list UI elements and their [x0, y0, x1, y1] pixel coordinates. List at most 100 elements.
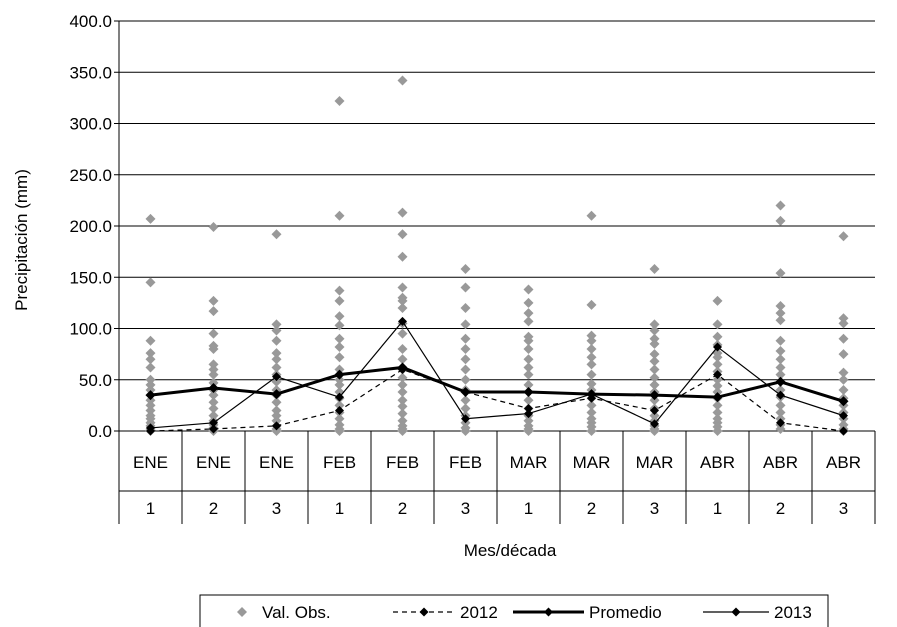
observed-point — [712, 380, 723, 391]
observed-point — [334, 320, 345, 331]
series-point-2013 — [146, 423, 155, 433]
observed-point — [334, 426, 345, 436]
x-tick-label-month: FEB — [386, 453, 419, 472]
observed-point — [271, 405, 282, 416]
observed-point — [208, 403, 219, 414]
x-tick-label-decade: 1 — [146, 499, 155, 518]
series-point-2012 — [209, 424, 218, 434]
observed-point — [838, 367, 849, 378]
observed-point — [208, 364, 219, 375]
observed-point — [460, 354, 471, 365]
series-point-2012 — [713, 370, 722, 380]
observed-point — [775, 423, 786, 434]
observed-point — [649, 364, 660, 375]
observed-point — [271, 325, 282, 336]
observed-point — [775, 400, 786, 411]
observed-point — [838, 313, 849, 324]
series-point-promedio — [649, 390, 660, 401]
observed-point — [397, 426, 408, 436]
observed-point — [649, 349, 660, 360]
observed-point — [460, 303, 471, 313]
gridlines — [119, 20, 875, 381]
x-tick-label-decade: 1 — [713, 499, 722, 518]
observed-point — [397, 303, 408, 313]
observed-point — [775, 346, 786, 357]
observed-point — [208, 377, 219, 388]
observed-point — [649, 410, 660, 421]
observed-point — [271, 335, 282, 346]
series-point-2012 — [335, 406, 344, 415]
observed-point — [649, 426, 660, 436]
legend-marker-2012 — [419, 607, 429, 617]
observed-point — [649, 264, 660, 275]
observed-point — [523, 344, 534, 354]
x-tick-label-decade: 1 — [335, 499, 344, 518]
observed-point — [397, 415, 408, 426]
observed-point — [334, 285, 345, 296]
observed-point — [460, 344, 471, 354]
legend: Val. Obs. 2012 Promedio 2013 — [199, 594, 829, 627]
observed-point — [712, 387, 723, 398]
observed-point — [208, 369, 219, 380]
observed-point — [523, 362, 534, 373]
observed-points — [145, 75, 849, 436]
observed-point — [208, 410, 219, 421]
observed-point — [712, 359, 723, 370]
observed-point — [145, 213, 156, 224]
legend-label-2012: 2012 — [460, 603, 498, 622]
observed-point — [334, 352, 345, 363]
observed-point — [397, 328, 408, 339]
x-tick-label-month: FEB — [449, 453, 482, 472]
observed-point — [460, 282, 471, 293]
observed-point — [334, 364, 345, 375]
legend-marker-2013 — [731, 607, 741, 617]
series-lines — [145, 316, 849, 436]
observed-point — [523, 426, 534, 436]
y-tick-label: 100.0 — [69, 320, 112, 339]
observed-point — [838, 231, 849, 242]
x-tick-label-month: MAR — [573, 453, 611, 472]
observed-point — [145, 335, 156, 346]
observed-point — [271, 348, 282, 359]
series-point-promedio — [460, 387, 471, 398]
observed-point — [145, 400, 156, 411]
observed-point — [460, 403, 471, 414]
observed-point — [334, 341, 345, 352]
y-tick-label: 150.0 — [69, 268, 112, 287]
observed-point — [775, 215, 786, 226]
y-tick-label: 350.0 — [69, 63, 112, 82]
observed-point — [397, 408, 408, 419]
observed-point — [145, 362, 156, 373]
y-tick-label: 300.0 — [69, 115, 112, 134]
observed-point — [586, 330, 597, 341]
x-tick-label-month: ABR — [763, 453, 798, 472]
series-point-2012 — [839, 426, 848, 436]
legend-label-observed: Val. Obs. — [262, 603, 331, 622]
observed-point — [397, 401, 408, 412]
series-point-promedio — [271, 389, 282, 400]
series-point-promedio — [712, 392, 723, 403]
x-tick-label-decade: 2 — [776, 499, 785, 518]
x-tick-label-month: ENE — [133, 453, 168, 472]
series-point-promedio — [397, 362, 408, 373]
x-tick-label-decade: 3 — [839, 499, 848, 518]
observed-point — [208, 306, 219, 317]
series-point-2012 — [776, 418, 785, 428]
series-line-2013 — [150, 320, 844, 429]
observed-point — [145, 379, 156, 390]
x-tick-label-decade: 1 — [524, 499, 533, 518]
observed-point — [649, 333, 660, 344]
observed-point — [775, 335, 786, 346]
series-point-promedio — [334, 369, 345, 380]
x-tick-label-month: MAR — [636, 453, 674, 472]
legend-label-promedio: Promedio — [589, 603, 662, 622]
observed-point — [586, 369, 597, 380]
observed-point — [271, 229, 282, 240]
x-axis-label: Mes/década — [464, 541, 557, 560]
series-point-2013 — [335, 392, 344, 402]
observed-point — [397, 395, 408, 406]
observed-point — [586, 359, 597, 370]
observed-point — [523, 395, 534, 406]
observed-point — [649, 356, 660, 367]
legend-marker-observed — [237, 607, 247, 617]
